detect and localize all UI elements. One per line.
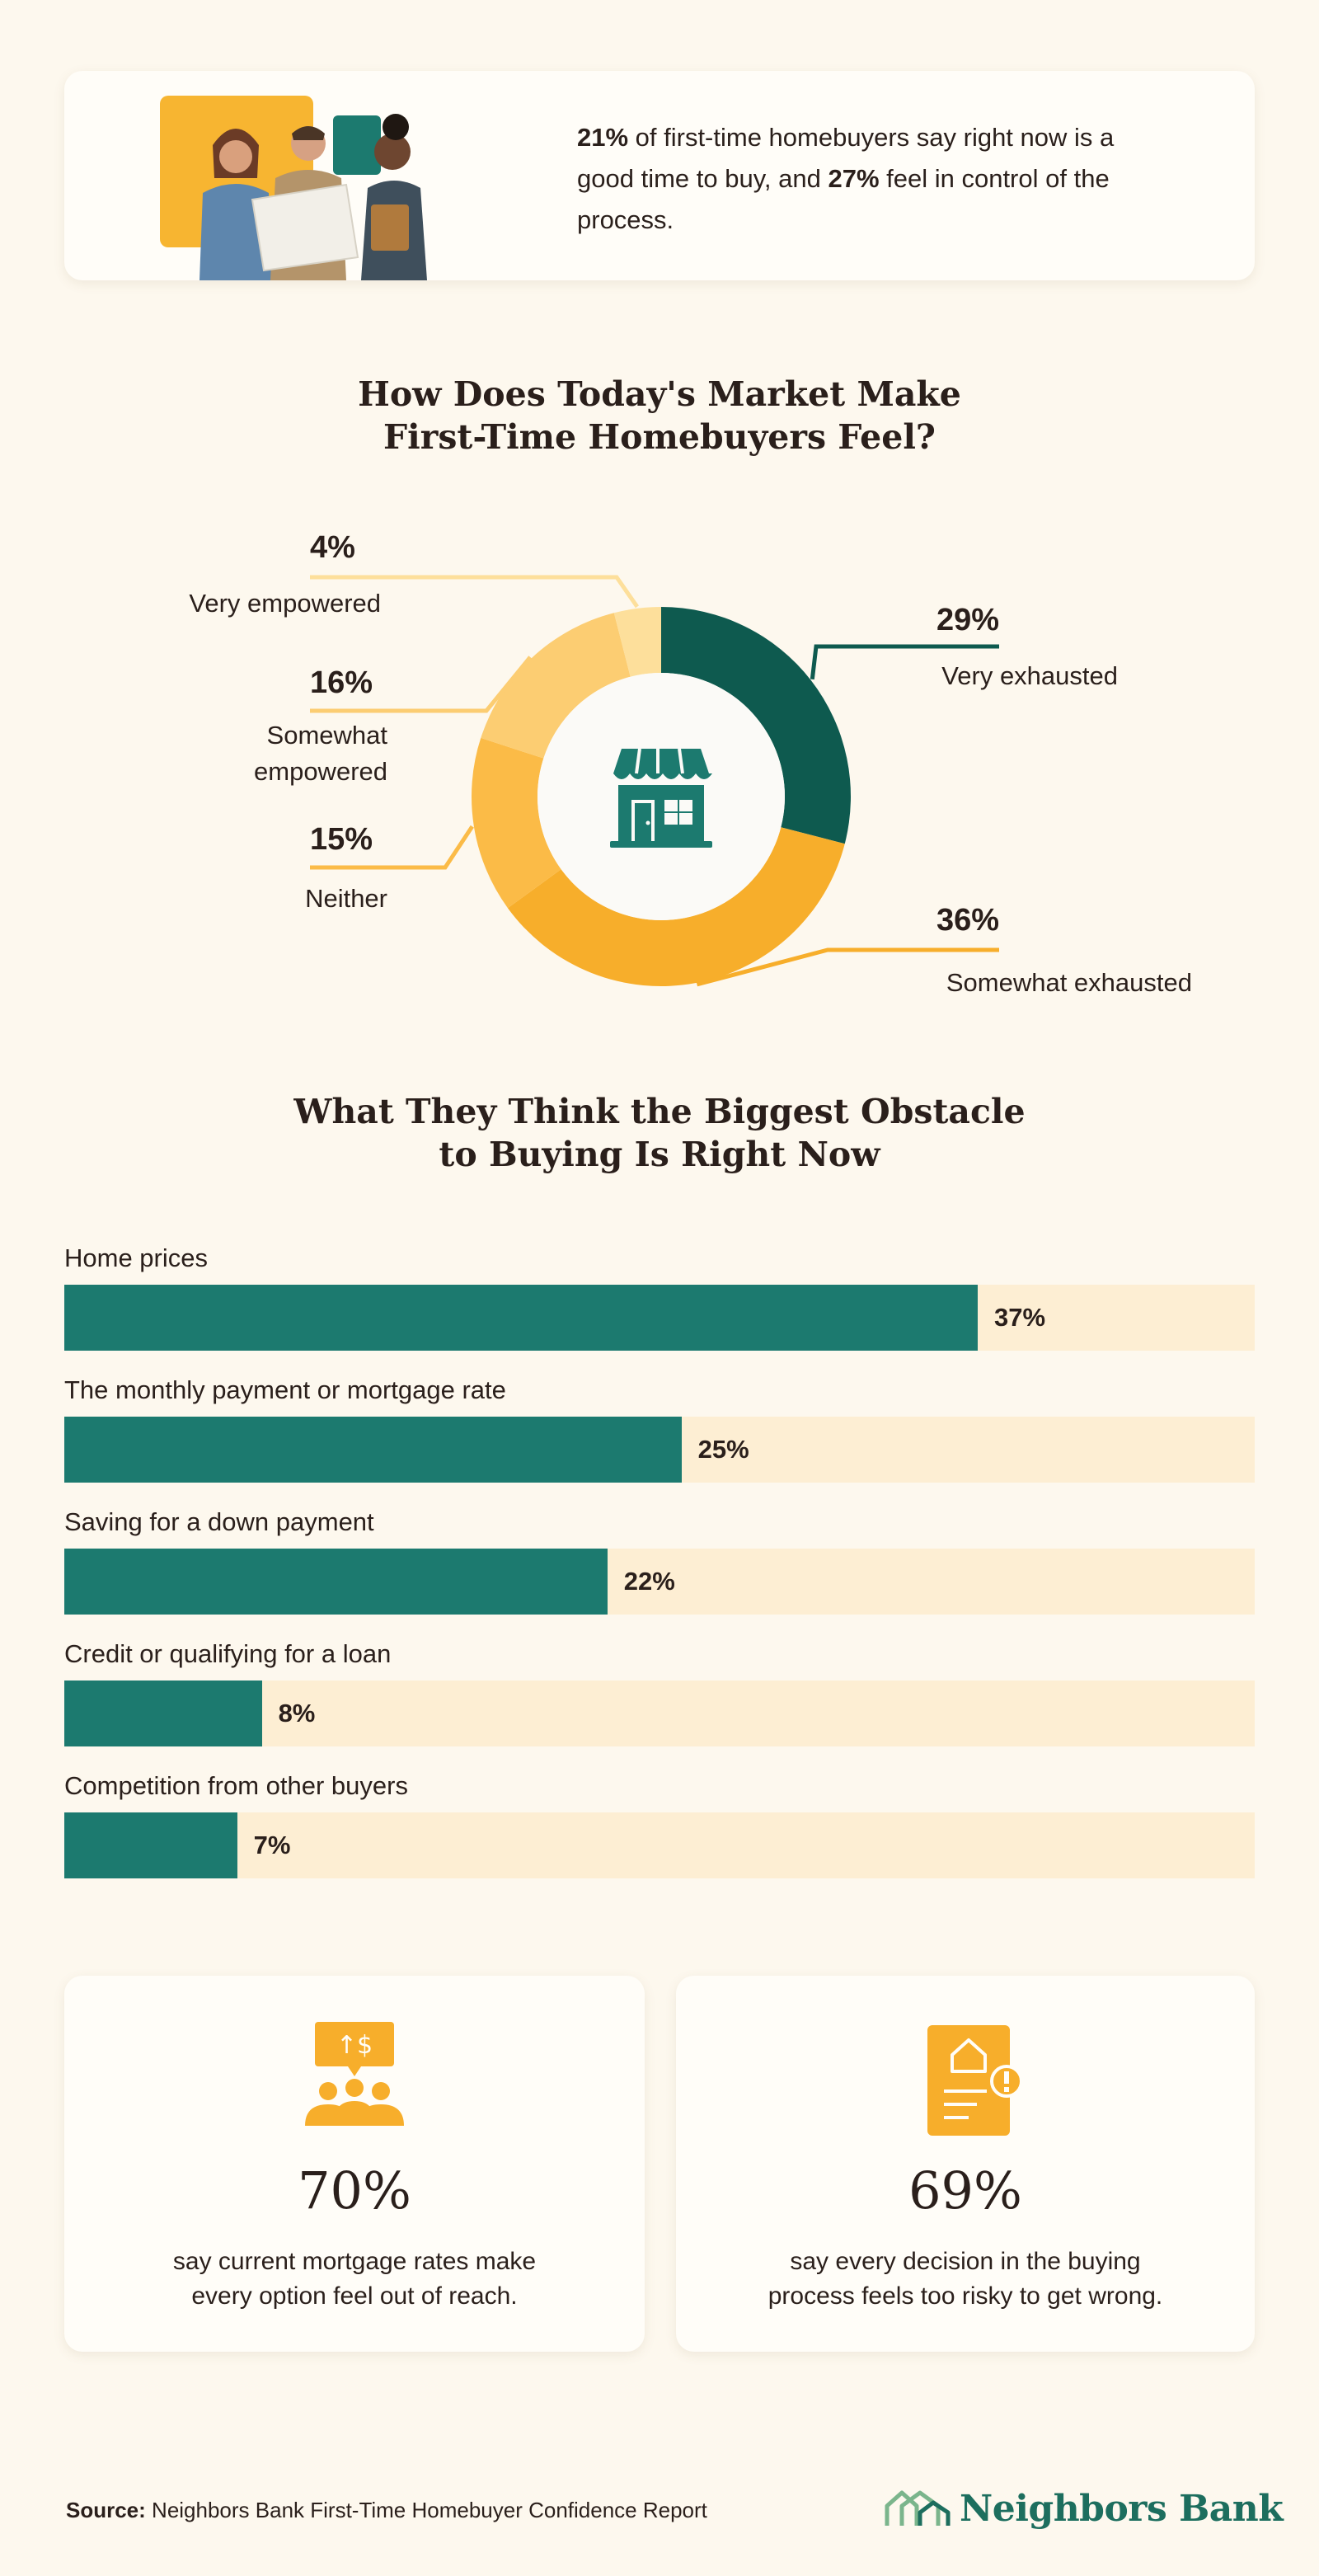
donut-chart: 29% Very exhausted 36% Somewhat exhausted 15… bbox=[189, 530, 1192, 997]
donut-category-label: Very empowered bbox=[189, 589, 381, 618]
stat-description-line2: process feels too risky to get wrong. bbox=[767, 2282, 1163, 2310]
donut-leader-line bbox=[696, 947, 999, 987]
donut-value-label: 16% bbox=[310, 665, 373, 700]
donut-slice bbox=[481, 613, 631, 759]
stat-description: say every decision in the buying process… bbox=[676, 2245, 1255, 2314]
donut-value-label: 4% bbox=[310, 530, 355, 565]
stat-description-line2: every option feel out of reach. bbox=[191, 2282, 518, 2310]
source-label: Source: bbox=[66, 2498, 146, 2522]
brand-name: Neighbors Bank bbox=[960, 2487, 1284, 2530]
stat-card-risky-decisions: 69% say every decision in the buying pro… bbox=[676, 1976, 1255, 2352]
donut-chart-title: How Does Today's Market Make First-Time … bbox=[0, 373, 1319, 458]
bar-value-label: 37% bbox=[994, 1303, 1046, 1332]
bars-title-line1: What They Think the Biggest Obstacle bbox=[293, 1092, 1026, 1131]
donut-leader-line bbox=[310, 575, 639, 609]
donut-leader-line bbox=[810, 644, 999, 680]
bar bbox=[64, 1681, 262, 1746]
source-citation: Source: Neighbors Bank First-Time Homebu… bbox=[66, 2497, 707, 2523]
hero-text-part1: of first-time homebuyers say right now i… bbox=[577, 123, 1115, 193]
bar bbox=[64, 1285, 978, 1351]
document-warning-icon bbox=[927, 2025, 1021, 2136]
homebuyers-photo bbox=[160, 96, 427, 280]
hero-pct-good-time: 21% bbox=[577, 123, 629, 152]
stat-value: 69% bbox=[908, 2160, 1022, 2221]
donut-leader-line bbox=[310, 656, 533, 713]
bar-track: 22% bbox=[64, 1549, 1255, 1615]
donut-value-label: 15% bbox=[310, 822, 373, 857]
bar-category-label: Saving for a down payment bbox=[64, 1507, 374, 1536]
bar-value-label: 25% bbox=[697, 1435, 749, 1464]
bar bbox=[64, 1812, 237, 1878]
storefront-icon bbox=[610, 748, 712, 848]
bar-value-label: 7% bbox=[253, 1831, 291, 1859]
bar-category-label: Home prices bbox=[64, 1243, 208, 1272]
donut-title-line2: First-Time Homebuyers Feel? bbox=[383, 417, 936, 457]
stat-description-line1: say current mortgage rates make bbox=[172, 2248, 537, 2275]
stat-card-mortgage-rates: ↑$ 70% say current mortgage rates make e… bbox=[64, 1976, 645, 2352]
bar-value-label: 22% bbox=[623, 1567, 675, 1596]
svg-text:↑$: ↑$ bbox=[336, 2031, 373, 2060]
hero-text-part2: feel in control of the process. bbox=[577, 164, 1110, 234]
donut-slice bbox=[613, 606, 661, 677]
bar-track: 25% bbox=[64, 1417, 1255, 1483]
donut-category-label: Somewhat bbox=[267, 721, 388, 750]
donut-slice bbox=[472, 737, 561, 909]
donut-title-line1: How Does Today's Market Make bbox=[358, 374, 961, 414]
donut-leader-line bbox=[310, 825, 474, 870]
donut-category-label: Somewhat exhausted bbox=[946, 968, 1192, 997]
hero-statement: 21% of first-time homebuyers say right n… bbox=[577, 117, 1138, 241]
donut-value-label: 36% bbox=[936, 903, 999, 938]
bar-track: 8% bbox=[64, 1681, 1255, 1746]
bar bbox=[64, 1417, 682, 1483]
source-text: Neighbors Bank First-Time Homebuyer Conf… bbox=[145, 2498, 707, 2522]
hero-pct-in-control: 27% bbox=[828, 164, 880, 193]
people-dollar-icon: ↑$ bbox=[305, 2022, 404, 2126]
bars-title-line2: to Buying Is Right Now bbox=[439, 1135, 880, 1174]
bar-category-label: Credit or qualifying for a loan bbox=[64, 1639, 392, 1668]
donut-category-label: empowered bbox=[254, 757, 387, 786]
bar-value-label: 8% bbox=[278, 1699, 316, 1728]
house-logo-icon bbox=[885, 2490, 951, 2526]
bar-track: 37% bbox=[64, 1285, 1255, 1351]
bar-category-label: The monthly payment or mortgage rate bbox=[64, 1375, 506, 1404]
brand-logo: Neighbors Bank bbox=[884, 2482, 1284, 2535]
bar-track: 7% bbox=[64, 1812, 1255, 1878]
donut-category-label: Neither bbox=[305, 884, 387, 913]
stat-description-line1: say every decision in the buying bbox=[790, 2248, 1141, 2275]
bar-chart-title: What They Think the Biggest Obstacle to … bbox=[0, 1090, 1319, 1176]
stat-value: 70% bbox=[298, 2160, 411, 2221]
donut-value-label: 29% bbox=[936, 603, 999, 637]
donut-slice bbox=[661, 607, 851, 844]
stat-description: say current mortgage rates make every op… bbox=[64, 2245, 645, 2314]
bar-category-label: Competition from other buyers bbox=[64, 1771, 408, 1800]
donut-slice bbox=[507, 827, 845, 986]
bar bbox=[64, 1549, 608, 1615]
donut-category-label: Very exhausted bbox=[941, 661, 1118, 690]
hero-card: 21% of first-time homebuyers say right n… bbox=[64, 71, 1255, 280]
